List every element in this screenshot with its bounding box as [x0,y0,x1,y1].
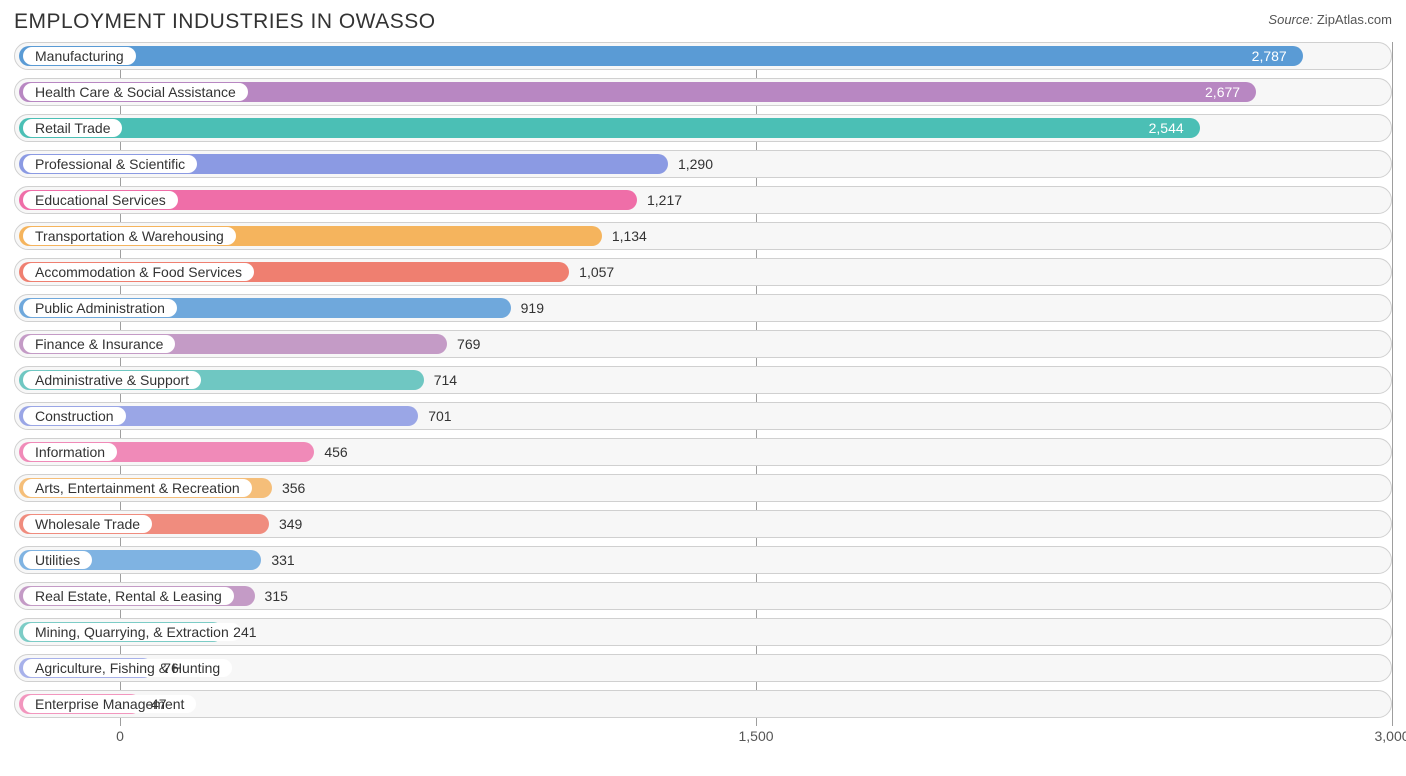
bar-value: 315 [265,583,288,609]
bar-row: Utilities 331 [14,546,1392,574]
bar-value: 1,217 [647,187,682,213]
chart-header: EMPLOYMENT INDUSTRIES IN OWASSO Source: … [14,10,1392,34]
bar-value: 47 [151,691,167,717]
source-label: Source: [1268,12,1313,27]
axis-tick: 1,500 [738,728,773,744]
bar-value: 241 [233,619,256,645]
bar-value: 1,134 [612,223,647,249]
bar-row: Information 456 [14,438,1392,466]
bar-row: Administrative & Support 714 [14,366,1392,394]
bar-fill [19,118,1200,138]
bar-label: Wholesale Trade [23,515,152,533]
bar-row: Public Administration 919 [14,294,1392,322]
bar-label: Health Care & Social Assistance [23,83,248,101]
bar-value: 456 [324,439,347,465]
bar-row: Arts, Entertainment & Recreation 356 [14,474,1392,502]
bar-row: Retail Trade 2,544 [14,114,1392,142]
bar-row: Mining, Quarrying, & Extraction241 [14,618,1392,646]
bar-row: Educational Services 1,217 [14,186,1392,214]
bar-value: 2,544 [1149,115,1184,141]
bar-value: 2,787 [1252,43,1287,69]
bar-value: 356 [282,475,305,501]
x-axis: 01,5003,000 [14,726,1392,746]
bar-label: Agriculture, Fishing & Hunting [23,659,232,677]
bar-label: Mining, Quarrying, & Extraction [23,623,241,641]
source-value: ZipAtlas.com [1317,12,1392,27]
bar-label: Information [23,443,117,461]
bars-container: Manufacturing 2,787 Health Care & Social A… [14,42,1392,718]
bar-label: Accommodation & Food Services [23,263,254,281]
bar-row: Health Care & Social Assistance 2,677 [14,78,1392,106]
gridline [1392,42,1393,726]
bar-value: 2,677 [1205,79,1240,105]
bar-value: 331 [271,547,294,573]
bar-label: Construction [23,407,126,425]
bar-label: Utilities [23,551,92,569]
bar-label: Transportation & Warehousing [23,227,236,245]
bar-fill [19,46,1303,66]
bar-label: Enterprise Management [23,695,196,713]
bar-label: Educational Services [23,191,178,209]
bar-value: 76 [163,655,179,681]
bar-row: Transportation & Warehousing 1,134 [14,222,1392,250]
axis-tick: 3,000 [1374,728,1406,744]
bar-row: Professional & Scientific 1,290 [14,150,1392,178]
bar-label: Retail Trade [23,119,122,137]
bar-label: Public Administration [23,299,177,317]
bar-row: Accommodation & Food Services 1,057 [14,258,1392,286]
bar-row: Construction 701 [14,402,1392,430]
bar-row: Manufacturing 2,787 [14,42,1392,70]
bar-row: Wholesale Trade 349 [14,510,1392,538]
bar-value: 349 [279,511,302,537]
bar-label: Administrative & Support [23,371,201,389]
chart-area: Manufacturing 2,787 Health Care & Social A… [14,42,1392,746]
bar-value: 1,290 [678,151,713,177]
bar-value: 1,057 [579,259,614,285]
bar-row: Finance & Insurance 769 [14,330,1392,358]
bar-label: Manufacturing [23,47,136,65]
bar-label: Real Estate, Rental & Leasing [23,587,234,605]
bar-value: 919 [521,295,544,321]
bar-row: Real Estate, Rental & Leasing 315 [14,582,1392,610]
chart-source: Source: ZipAtlas.com [1268,10,1392,27]
bar-value: 714 [434,367,457,393]
bar-label: Arts, Entertainment & Recreation [23,479,252,497]
bar-value: 769 [457,331,480,357]
chart-title: EMPLOYMENT INDUSTRIES IN OWASSO [14,10,436,34]
bar-label: Professional & Scientific [23,155,197,173]
bar-row: Enterprise Management47 [14,690,1392,718]
bar-label: Finance & Insurance [23,335,175,353]
bar-value: 701 [428,403,451,429]
bar-row: Agriculture, Fishing & Hunting76 [14,654,1392,682]
axis-tick: 0 [116,728,124,744]
